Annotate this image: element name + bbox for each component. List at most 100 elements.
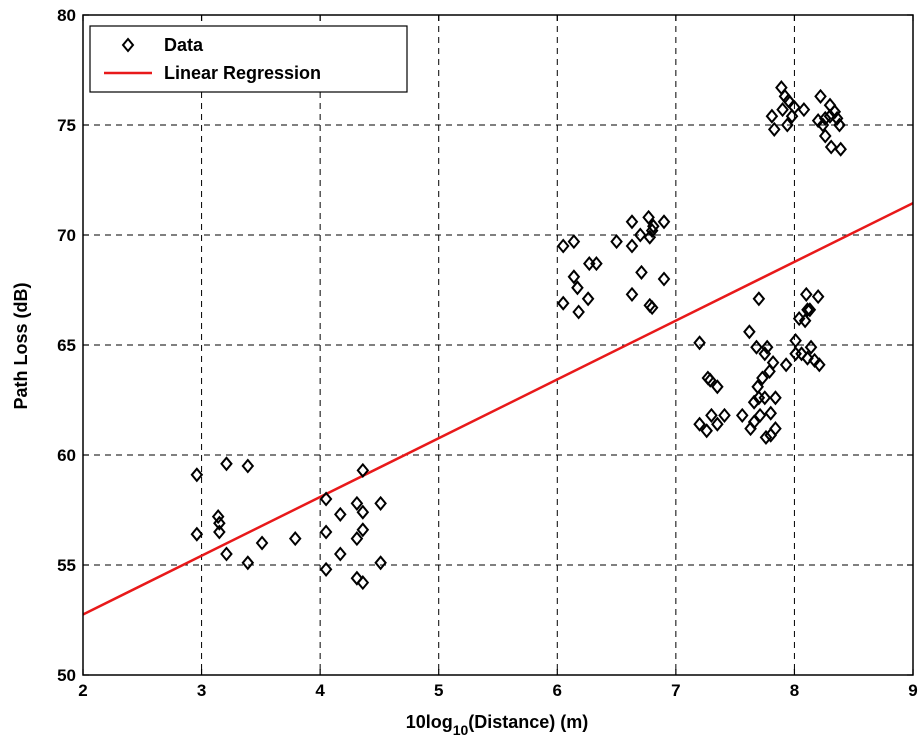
data-point-55 bbox=[711, 416, 724, 432]
data-point-69 bbox=[758, 390, 772, 406]
data-point-10 bbox=[288, 531, 302, 547]
y-tick-label-65: 65 bbox=[57, 336, 76, 355]
x-tick-label-5: 5 bbox=[434, 681, 443, 700]
data-point-88 bbox=[804, 339, 818, 355]
y-tick-label-60: 60 bbox=[57, 446, 76, 465]
data-point-74 bbox=[764, 427, 778, 443]
data-point-61 bbox=[747, 414, 761, 430]
x-tick-label-2: 2 bbox=[78, 681, 87, 700]
data-point-36 bbox=[625, 238, 639, 254]
data-point-9 bbox=[255, 535, 269, 551]
legend-regression-label: Linear Regression bbox=[164, 63, 321, 83]
x-axis-label: 10log10(Distance) (m) bbox=[406, 712, 589, 738]
data-point-50 bbox=[700, 423, 713, 439]
data-point-99 bbox=[785, 108, 799, 124]
data-point-32 bbox=[582, 256, 596, 272]
x-tick-label-4: 4 bbox=[315, 681, 325, 700]
legend-data-label: Data bbox=[164, 35, 204, 55]
data-point-111 bbox=[830, 110, 844, 126]
regression-line bbox=[82, 201, 914, 616]
data-point-52 bbox=[703, 372, 717, 388]
data-point-37 bbox=[625, 286, 639, 302]
data-point-17 bbox=[350, 531, 364, 547]
data-point-30 bbox=[572, 304, 585, 320]
data-point-58 bbox=[743, 324, 756, 340]
data-point-34 bbox=[610, 234, 623, 250]
data-point-108 bbox=[823, 108, 837, 124]
data-point-86 bbox=[801, 350, 814, 366]
data-point-85 bbox=[801, 302, 814, 318]
data-point-75 bbox=[766, 355, 780, 371]
data-point-16 bbox=[350, 495, 364, 511]
data-point-77 bbox=[769, 421, 782, 437]
data-point-78 bbox=[779, 357, 793, 373]
data-point-83 bbox=[798, 313, 812, 329]
data-point-70 bbox=[759, 429, 773, 445]
y-tick-label-80: 80 bbox=[57, 6, 76, 25]
data-point-103 bbox=[814, 88, 827, 104]
legend: Data Linear Regression bbox=[89, 25, 408, 93]
data-point-105 bbox=[818, 110, 832, 126]
data-point-109 bbox=[824, 139, 838, 155]
data-point-48 bbox=[693, 335, 706, 351]
data-point-93 bbox=[767, 121, 781, 137]
data-point-84 bbox=[799, 286, 813, 302]
data-point-18 bbox=[350, 570, 364, 586]
data-point-67 bbox=[756, 370, 769, 386]
data-points-layer bbox=[190, 80, 847, 591]
data-point-8 bbox=[241, 458, 255, 474]
x-tick-label-8: 8 bbox=[790, 681, 799, 700]
regression-line-layer bbox=[82, 201, 914, 616]
data-point-54 bbox=[711, 379, 724, 395]
data-point-62 bbox=[750, 339, 763, 355]
data-point-40 bbox=[642, 209, 655, 225]
data-point-39 bbox=[635, 264, 648, 280]
data-point-76 bbox=[769, 390, 782, 406]
x-axis-label-subscript: 10 bbox=[453, 722, 469, 738]
data-point-28 bbox=[567, 269, 581, 285]
data-point-31 bbox=[581, 291, 595, 307]
data-point-92 bbox=[765, 108, 779, 124]
data-point-25 bbox=[556, 238, 570, 254]
x-tick-label-7: 7 bbox=[671, 681, 680, 700]
data-point-101 bbox=[797, 102, 811, 118]
data-point-56 bbox=[718, 407, 731, 423]
data-point-97 bbox=[781, 117, 794, 133]
data-point-7 bbox=[241, 555, 255, 571]
x-tick-label-3: 3 bbox=[197, 681, 206, 700]
data-point-91 bbox=[813, 357, 826, 373]
y-tick-label-75: 75 bbox=[57, 116, 76, 135]
data-point-71 bbox=[760, 339, 774, 355]
data-point-90 bbox=[811, 289, 825, 305]
y-tick-label-50: 50 bbox=[57, 666, 76, 685]
data-point-4 bbox=[213, 524, 226, 540]
data-point-110 bbox=[828, 104, 842, 120]
y-tick-label-55: 55 bbox=[57, 556, 76, 575]
data-point-60 bbox=[747, 394, 761, 410]
x-tick-label-6: 6 bbox=[553, 681, 562, 700]
data-point-22 bbox=[356, 575, 370, 591]
x-axis-ticks: 2 3 4 5 6 7 8 9 bbox=[78, 15, 918, 700]
data-point-26 bbox=[556, 295, 570, 311]
data-point-3 bbox=[213, 515, 226, 531]
data-point-23 bbox=[374, 495, 387, 511]
data-point-53 bbox=[705, 407, 718, 423]
data-point-6 bbox=[220, 546, 233, 562]
data-point-100 bbox=[788, 99, 801, 115]
data-point-113 bbox=[834, 141, 847, 157]
data-point-12 bbox=[319, 524, 333, 540]
data-point-49 bbox=[693, 416, 706, 432]
data-point-21 bbox=[356, 522, 370, 538]
data-point-5 bbox=[220, 456, 233, 472]
data-point-95 bbox=[776, 102, 789, 118]
data-point-13 bbox=[319, 561, 333, 577]
data-point-33 bbox=[590, 256, 603, 272]
legend-box bbox=[89, 25, 408, 93]
data-point-29 bbox=[571, 280, 584, 296]
data-point-98 bbox=[782, 93, 795, 109]
data-point-57 bbox=[735, 407, 749, 423]
data-point-47 bbox=[657, 271, 671, 287]
x-tick-label-9: 9 bbox=[908, 681, 917, 700]
data-point-20 bbox=[356, 504, 370, 520]
